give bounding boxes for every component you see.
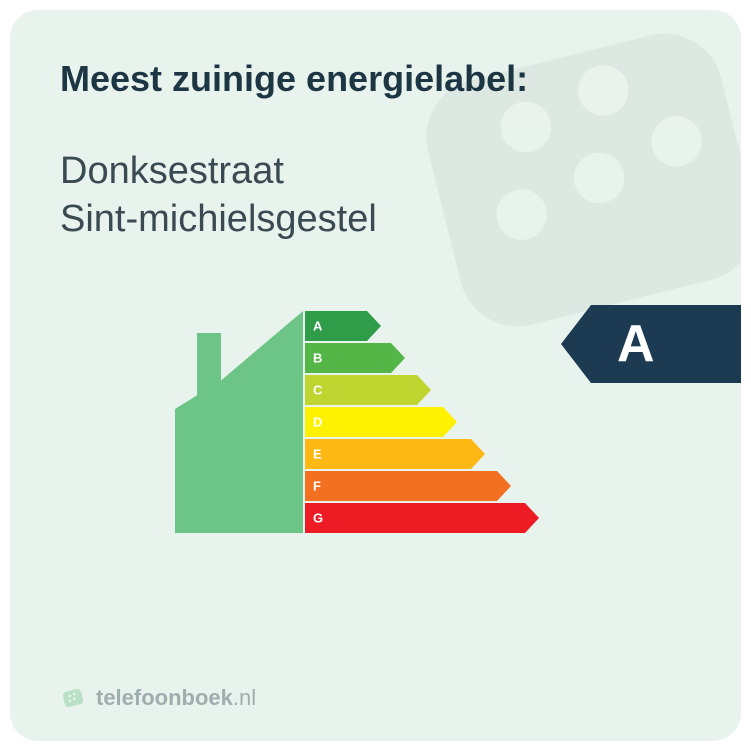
energy-bar-f: [305, 471, 511, 501]
energy-bar-label-e: E: [313, 447, 322, 462]
address-block: Donksestraat Sint-michielsgestel: [60, 148, 691, 243]
footer-brand: telefoonboek.nl: [96, 685, 256, 711]
energy-bar-e: [305, 439, 485, 469]
footer-logo-icon: [60, 685, 86, 711]
energy-chart-area: A B C D E F G A: [60, 283, 691, 685]
energy-bar-label-b: B: [313, 351, 322, 366]
card-title: Meest zuinige energielabel:: [60, 58, 691, 100]
footer: telefoonboek.nl: [60, 685, 691, 711]
energy-bar-label-f: F: [313, 479, 321, 494]
energy-bar-g: [305, 503, 539, 533]
energy-bar-c: [305, 375, 431, 405]
energy-bar-d: [305, 407, 457, 437]
energy-label-card: Meest zuinige energielabel: Donksestraat…: [10, 10, 741, 741]
address-line-1: Donksestraat: [60, 148, 691, 196]
energy-bar-label-d: D: [313, 415, 322, 430]
energy-bar-label-a: A: [313, 319, 323, 334]
address-line-2: Sint-michielsgestel: [60, 196, 691, 244]
result-badge: A: [561, 305, 741, 383]
result-badge-letter: A: [617, 318, 655, 370]
energy-bar-label-c: C: [313, 383, 323, 398]
energy-chart: A B C D E F G: [175, 311, 575, 537]
energy-bar-label-g: G: [313, 511, 323, 526]
house-icon: [175, 311, 303, 533]
